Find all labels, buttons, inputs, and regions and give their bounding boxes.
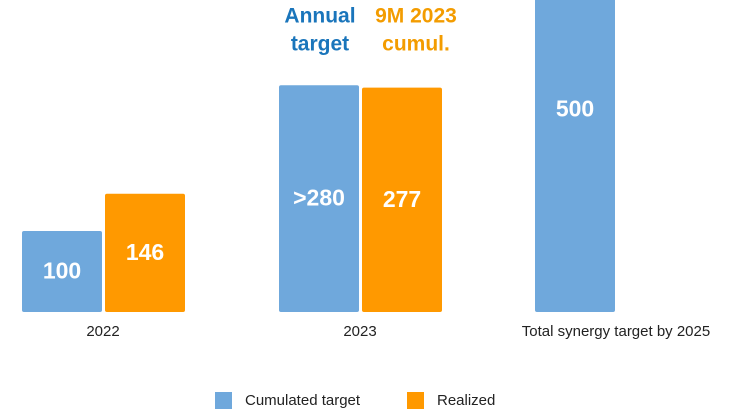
annotation: target <box>291 33 349 56</box>
value-label: >280 <box>293 185 345 211</box>
legend-swatch <box>215 392 232 409</box>
bar <box>279 85 359 312</box>
bar <box>362 87 442 312</box>
legend-label: Realized <box>437 392 495 409</box>
value-label: 277 <box>383 186 421 212</box>
bar <box>105 193 185 312</box>
x-tick-label: 2023 <box>343 323 376 340</box>
annotation: 9M 2023 <box>375 5 457 28</box>
annotation: cumul. <box>382 33 450 56</box>
x-tick-label: Total synergy target by 2025 <box>522 323 710 340</box>
legend-swatch <box>407 392 424 409</box>
value-label: 100 <box>43 258 81 284</box>
value-label: 146 <box>126 239 164 265</box>
legend-label: Cumulated target <box>245 392 361 409</box>
bar <box>22 231 102 312</box>
value-label: 500 <box>556 96 594 122</box>
annotation: Annual <box>284 5 355 28</box>
x-tick-label: 2022 <box>86 323 119 340</box>
bar <box>535 0 615 312</box>
